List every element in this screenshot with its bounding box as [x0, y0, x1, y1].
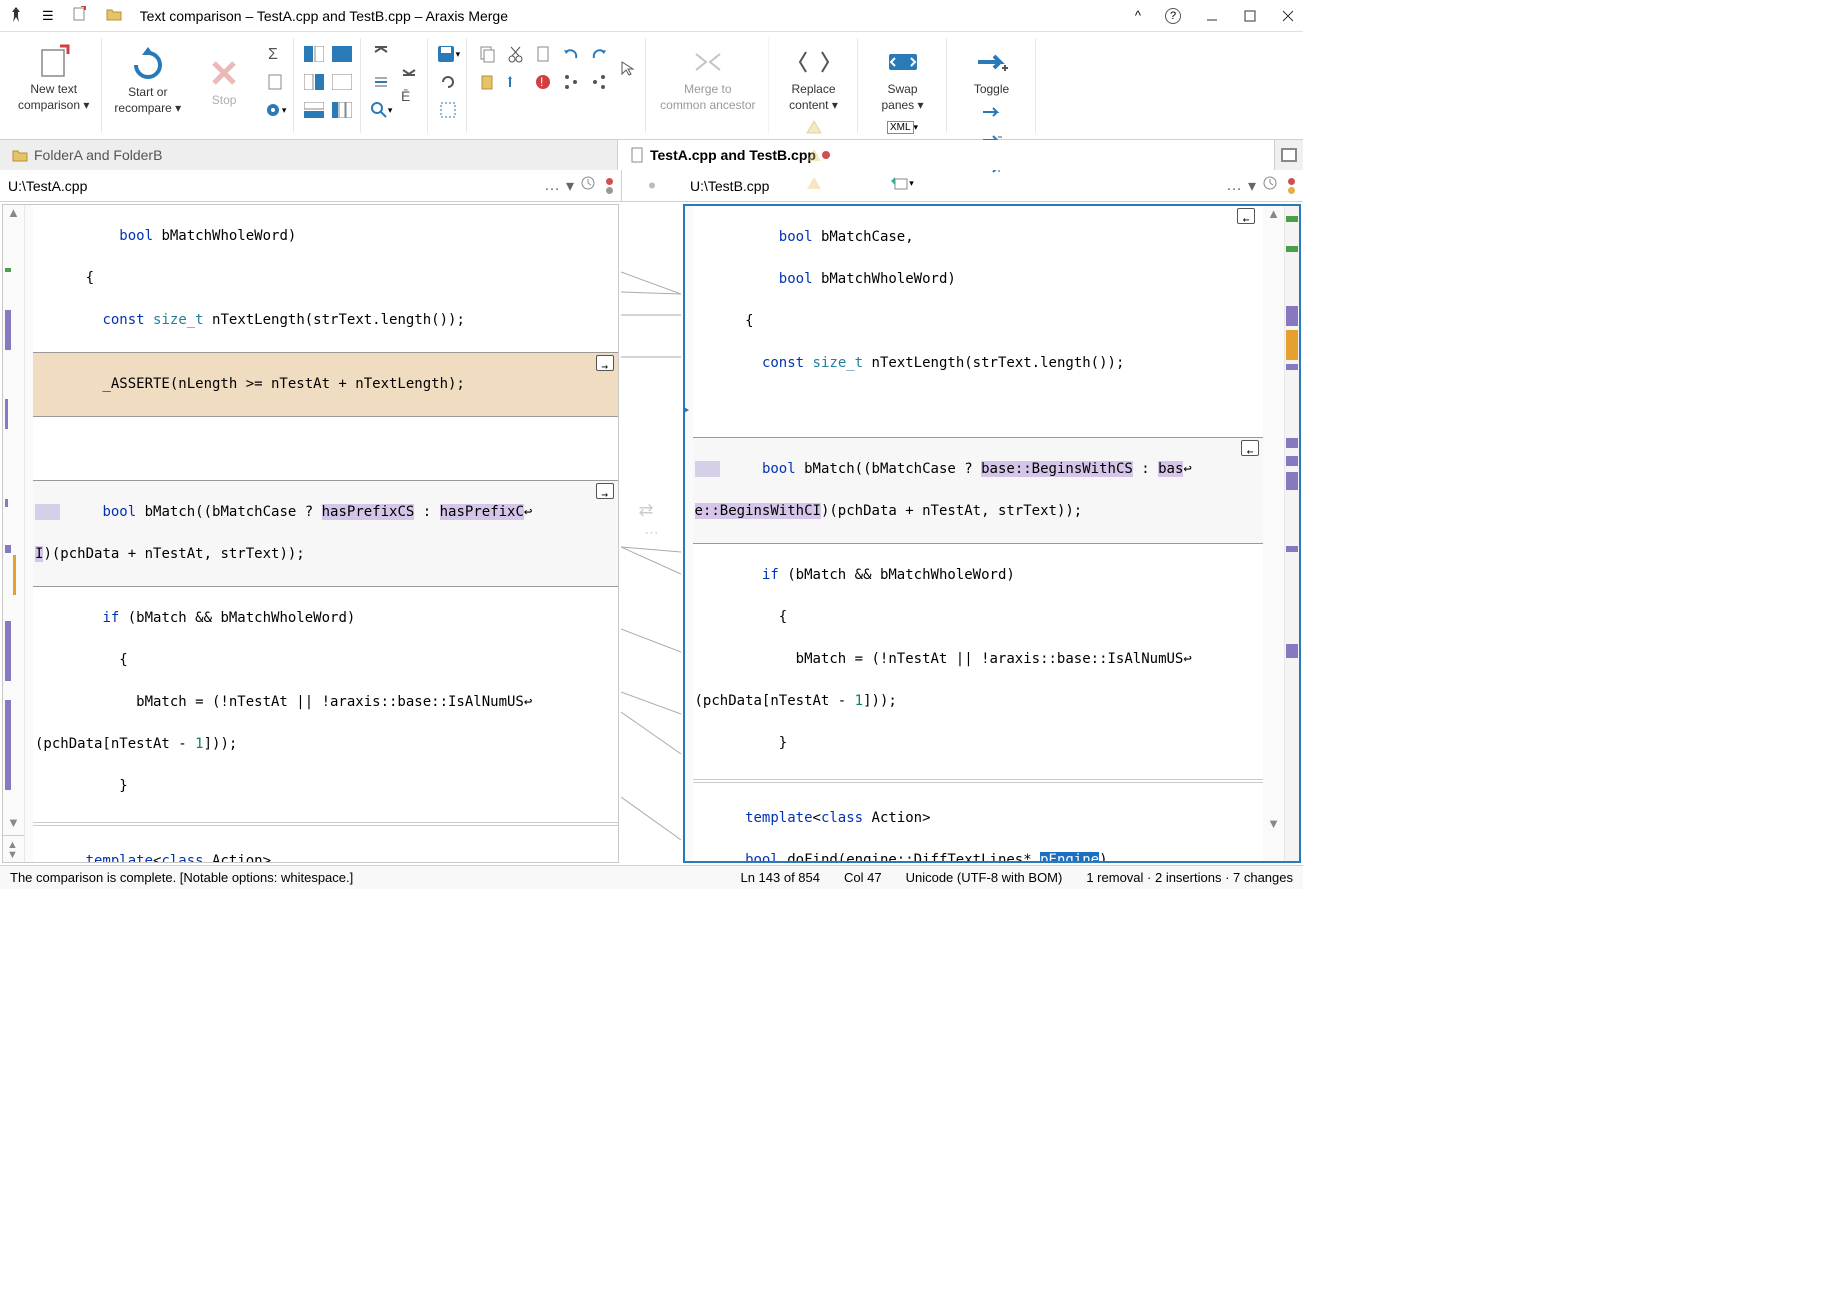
page-opts-icon[interactable]: [263, 70, 287, 94]
warn-link-icon[interactable]: [802, 143, 826, 167]
branch2-icon[interactable]: [587, 70, 611, 94]
path-more-icon[interactable]: …: [544, 177, 560, 195]
svg-text:Ē: Ē: [401, 88, 410, 104]
status-encoding: Unicode (UTF-8 with BOM): [906, 870, 1063, 885]
recompare-button[interactable]: Start or recompare ▾: [110, 45, 185, 118]
outdent-icon[interactable]: Ē: [397, 84, 421, 108]
merge-right-icon[interactable]: →: [596, 483, 614, 499]
nav-bottom-icon[interactable]: [397, 56, 421, 80]
merge-right-icon[interactable]: →: [596, 355, 614, 371]
tab-folders[interactable]: FolderA and FolderB: [0, 140, 618, 170]
reload-icon[interactable]: [436, 70, 460, 94]
path-history-icon[interactable]: [1262, 175, 1278, 196]
app-icon: [8, 6, 24, 25]
status-changes: 1 removal · 2 insertions · 7 changes: [1086, 870, 1293, 885]
editors: ▲ ▼ ▲ ▼ bool bMatchWholeWord) { const si…: [0, 202, 1303, 865]
collapse-ribbon-icon[interactable]: ^: [1135, 8, 1141, 23]
merge-left-icon[interactable]: ←: [1241, 440, 1259, 456]
search-icon[interactable]: ▾: [369, 98, 393, 122]
replace-content-button[interactable]: Replace content ▾: [779, 42, 849, 115]
xml-icon[interactable]: XML▾: [891, 115, 915, 139]
status-line: Ln 143 of 854: [740, 870, 820, 885]
layout1-icon[interactable]: [302, 42, 326, 66]
editor-right[interactable]: bool bMatchCase, bool bMatchWholeWord) {…: [683, 204, 1302, 863]
error-icon[interactable]: !: [531, 70, 555, 94]
path-gap-dot: •: [622, 170, 682, 201]
change-strip-left: [25, 205, 33, 862]
merge-left-icon[interactable]: ←: [1237, 208, 1255, 224]
sync-arrows-icon[interactable]: ⇄: [639, 500, 654, 521]
layout5-icon[interactable]: [330, 70, 354, 94]
nav-top-icon[interactable]: [369, 42, 393, 66]
copy-icon[interactable]: [475, 42, 499, 66]
nav-mid-icon[interactable]: [369, 70, 393, 94]
path-left: U:\TestA.cpp … ▾: [0, 170, 622, 201]
change-strip-right: [685, 206, 693, 861]
arrow1-icon[interactable]: [980, 100, 1004, 124]
undo-icon[interactable]: [559, 42, 583, 66]
overview-right[interactable]: [1285, 206, 1299, 861]
cut-icon[interactable]: [503, 42, 527, 66]
path-dropdown-icon[interactable]: ▾: [1248, 176, 1256, 196]
toggle-button[interactable]: Toggle: [957, 42, 1027, 100]
svg-text:!: !: [540, 75, 543, 89]
close-button[interactable]: [1281, 9, 1295, 23]
merge-ancestor-button[interactable]: Merge to common ancestor: [656, 42, 759, 115]
sort-icon[interactable]: [503, 70, 527, 94]
path-more-icon[interactable]: …: [1226, 177, 1242, 195]
path-dropdown-icon[interactable]: ▾: [566, 176, 574, 196]
layout6-icon[interactable]: [330, 98, 354, 122]
folder-icon[interactable]: [106, 6, 122, 25]
save-icon[interactable]: ▾: [436, 42, 460, 66]
help-icon[interactable]: ?: [1165, 8, 1181, 24]
paths-row: U:\TestA.cpp … ▾ • U:\TestB.cpp … ▾: [0, 170, 1303, 202]
path-right: U:\TestB.cpp … ▾: [682, 170, 1303, 201]
status-bar: The comparison is complete. [Notable opt…: [0, 865, 1303, 889]
new-text-comparison-button[interactable]: New text comparison ▾: [14, 42, 93, 115]
paste-icon[interactable]: [475, 70, 499, 94]
maximize-button[interactable]: [1243, 9, 1257, 23]
layout3-icon[interactable]: [302, 98, 326, 122]
title-bar: ☰ Text comparison – TestA.cpp and TestB.…: [0, 0, 1303, 32]
current-line-marker: [683, 404, 689, 416]
swap-panes-button[interactable]: Swap panes ▾: [868, 42, 938, 115]
tab-files[interactable]: TestA.cpp and TestB.cpp: [618, 140, 1275, 170]
minimize-button[interactable]: [1205, 9, 1219, 23]
editor-left[interactable]: ▲ ▼ ▲ ▼ bool bMatchWholeWord) { const si…: [2, 204, 619, 863]
window-title: Text comparison – TestA.cpp and TestB.cp…: [140, 8, 508, 24]
code-left[interactable]: bool bMatchWholeWord) { const size_t nTe…: [33, 205, 618, 862]
stop-button[interactable]: Stop: [189, 53, 259, 111]
redo-icon[interactable]: [587, 42, 611, 66]
cursor-icon[interactable]: [615, 56, 639, 80]
panel-toggle-icon[interactable]: [1275, 140, 1303, 170]
sigma-icon[interactable]: Σ: [263, 42, 287, 66]
layout4-icon[interactable]: [330, 42, 354, 66]
sync-dots-icon[interactable]: ⋯: [645, 524, 659, 541]
code-right[interactable]: bool bMatchCase, bool bMatchWholeWord) {…: [693, 206, 1264, 861]
gutter-right: ▲ ▼: [1263, 206, 1285, 861]
status-col: Col 47: [844, 870, 882, 885]
editor-gap: ⇄ ⋯: [621, 202, 681, 865]
clipboard-icon[interactable]: [531, 42, 555, 66]
tab-bar: FolderA and FolderB TestA.cpp and TestB.…: [0, 140, 1303, 170]
settings-icon[interactable]: ▾: [263, 98, 287, 122]
warn-up-icon[interactable]: [802, 115, 826, 139]
gutter-left: ▲ ▼ ▲ ▼: [3, 205, 25, 862]
new-file-icon[interactable]: [72, 6, 88, 25]
status-message: The comparison is complete. [Notable opt…: [10, 870, 353, 885]
warn-down-icon[interactable]: [802, 171, 826, 195]
branch-icon[interactable]: [559, 70, 583, 94]
layout2-icon[interactable]: [302, 70, 326, 94]
menu-icon[interactable]: ☰: [42, 8, 54, 24]
ribbon: New text comparison ▾ Start or recompare…: [0, 32, 1303, 140]
svg-text:Σ: Σ: [268, 46, 278, 63]
select-icon[interactable]: [436, 98, 460, 122]
path-history-icon[interactable]: [580, 175, 596, 196]
